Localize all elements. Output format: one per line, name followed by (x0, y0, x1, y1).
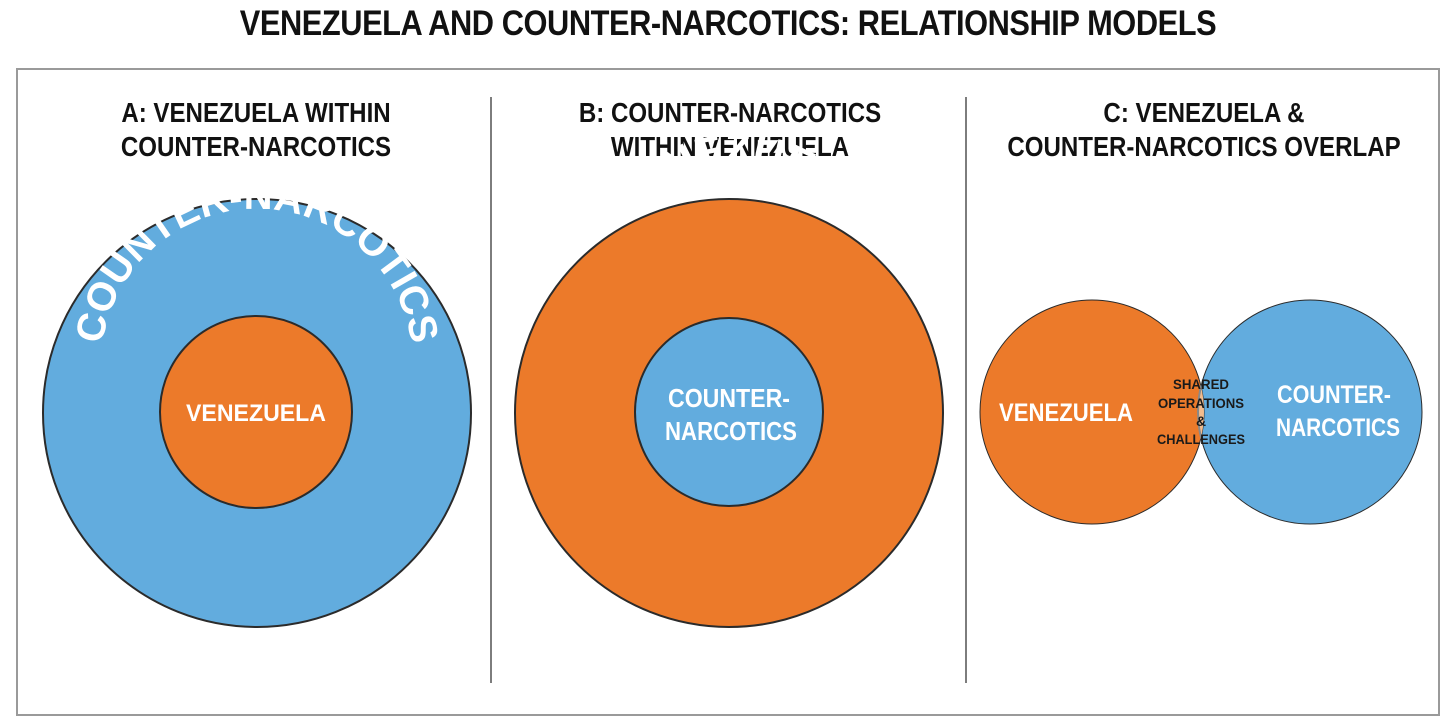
panel-b-title: B: COUNTER-NARCOTICS WITHIN VENEZUELA (527, 96, 933, 164)
overlap-label-line3: & (1196, 413, 1206, 429)
panel-c-title-line1: C: VENEZUELA & (1103, 97, 1305, 128)
overlap-label-line4: CHALLENGES (1157, 431, 1245, 447)
panel-a-title: A: VENEZUELA WITHIN COUNTER-NARCOTICS (53, 96, 459, 164)
overlap-label-line1: SHARED (1173, 376, 1229, 392)
venezuela-inner-circle (159, 315, 353, 509)
page-title: VENEZUELA AND COUNTER-NARCOTICS: RELATIO… (239, 4, 1217, 43)
panel-divider-1 (490, 97, 492, 683)
panel-c-title-line2: COUNTER-NARCOTICS OVERLAP (1007, 131, 1401, 162)
shared-operations-overlap (1197, 300, 1204, 524)
panel-a-inner-label: VENEZUELA (186, 400, 326, 427)
panel-c-right-label-line1: COUNTER- (1277, 381, 1391, 409)
panel-divider-2 (965, 97, 967, 683)
panel-b-title-line1: B: COUNTER-NARCOTICS (578, 97, 882, 128)
panel-c-left-label: VENEZUELA (999, 399, 1133, 427)
overlap-label-line2: OPERATIONS (1158, 395, 1244, 411)
panel-c-title: C: VENEZUELA & COUNTER-NARCOTICS OVERLAP (1001, 96, 1407, 164)
diagram-frame (16, 68, 1440, 716)
panel-b-inner-label-line2: NARCOTICS (665, 416, 797, 446)
panel-a-title-line1: A: VENEZUELA WITHIN (121, 97, 391, 128)
panel-b-inner-label-line1: COUNTER- (668, 383, 790, 413)
panel-a-title-line2: COUNTER-NARCOTICS (120, 131, 392, 162)
panel-c-right-label-line2: NARCOTICS (1276, 414, 1400, 442)
counter-narcotics-circle (1197, 299, 1423, 525)
counter-narcotics-inner-circle (634, 317, 824, 507)
panel-b-title-line2: WITHIN VENEZUELA (610, 131, 850, 162)
